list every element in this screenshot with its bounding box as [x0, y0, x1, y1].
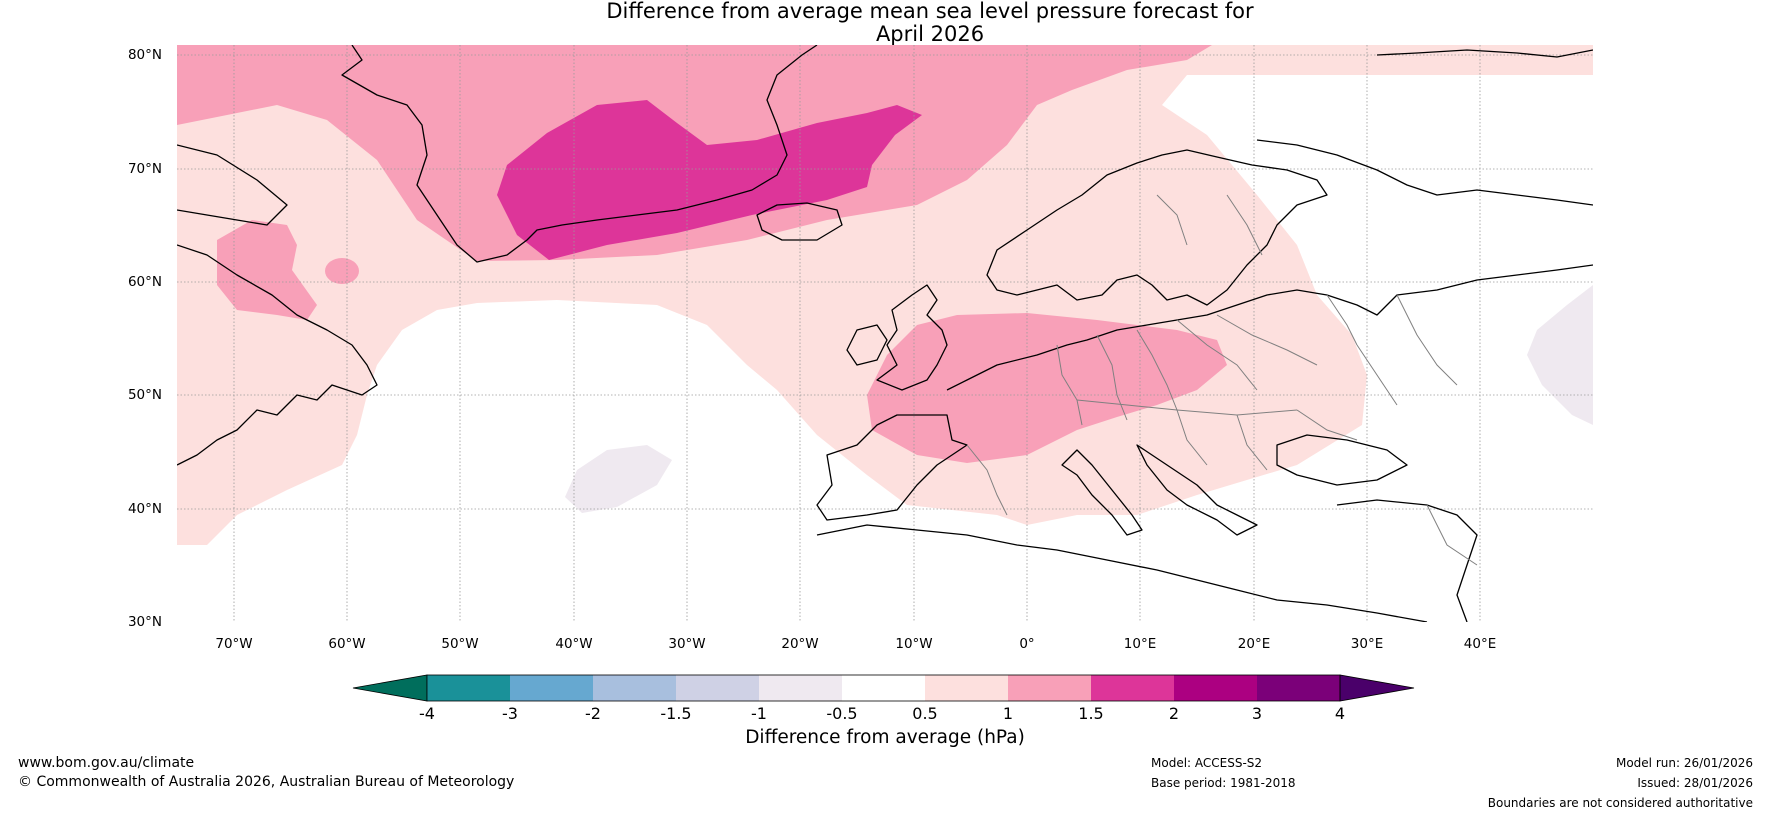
colorbar-tick: 0.5	[912, 704, 938, 723]
lon-label-20e: 20°E	[1237, 636, 1271, 652]
coast-greenland	[341, 45, 818, 263]
pressure-anomaly-map	[177, 45, 1593, 622]
lat-label-40n: 40°N	[127, 501, 162, 517]
lon-label-40e: 40°E	[1463, 636, 1497, 652]
lat-label-80n: 80°N	[127, 47, 162, 63]
lon-label-50w: 50°W	[441, 636, 479, 652]
lat-label-30n: 30°N	[127, 614, 162, 630]
colorbar-tick: -3	[502, 704, 518, 723]
colorbar-tick: 3	[1251, 704, 1263, 723]
coast-canada	[177, 144, 288, 226]
colorbar-extend-min	[352, 674, 428, 702]
model-run-date: Model run: 26/01/2026	[1615, 756, 1753, 770]
colorbar-tick: 1	[1002, 704, 1014, 723]
colorbar-outline	[426, 674, 1341, 702]
colorbar-tick: -2	[585, 704, 601, 723]
coast-europe	[946, 264, 1593, 391]
colorbar-bin	[676, 675, 759, 701]
colorbar	[352, 674, 1415, 702]
website-link[interactable]: www.bom.gov.au/climate	[18, 755, 195, 771]
coast-italy	[1061, 449, 1143, 536]
anomaly-region-magenta-core	[497, 100, 922, 260]
coast-east-med	[1336, 499, 1478, 622]
country-borders	[966, 194, 1478, 566]
colorbar-bin	[1091, 675, 1174, 701]
coast-north-africa	[816, 524, 1428, 622]
lat-label-50n: 50°N	[127, 387, 162, 403]
issued-date: Issued: 28/01/2026	[1637, 776, 1753, 790]
lat-label-60n: 60°N	[127, 274, 162, 290]
colorbar-bin	[842, 675, 925, 701]
coast-turkey-blacksea	[1276, 434, 1408, 486]
lon-label-30w: 30°W	[668, 636, 706, 652]
boundaries-disclaimer: Boundaries are not considered authoritat…	[1487, 796, 1753, 810]
lon-label-30e: 30°E	[1350, 636, 1384, 652]
colorbar-tick: -0.5	[826, 704, 858, 723]
lon-label-10w: 10°W	[895, 636, 933, 652]
title-line-1: Difference from average mean sea level p…	[606, 0, 1254, 23]
colorbar-bin	[593, 675, 676, 701]
anomaly-region-pink-britain	[867, 313, 1227, 463]
model-name: Model: ACCESS-S2	[1151, 756, 1263, 770]
colorbar-label: Difference from average (hPa)	[745, 727, 1025, 748]
chart-title: Difference from average mean sea level p…	[0, 0, 1770, 46]
anomaly-region-pink-small	[325, 258, 359, 284]
lon-label-70w: 70°W	[215, 636, 253, 652]
lon-label-60w: 60°W	[328, 636, 366, 652]
anomaly-region-lavender-atlantic	[565, 445, 672, 513]
lon-label-0: 0°	[1019, 636, 1035, 652]
coast-balkans	[1136, 444, 1258, 536]
colorbar-bin	[1257, 675, 1340, 701]
colorbar-bin	[1174, 675, 1257, 701]
coast-ireland	[846, 324, 888, 366]
coast-great-britain	[876, 284, 948, 391]
colorbar-bin	[925, 675, 1008, 701]
coast-svalbard	[1376, 49, 1593, 58]
lat-label-70n: 70°N	[127, 161, 162, 177]
colorbar-bin	[759, 675, 842, 701]
anomaly-region-lavender-russia	[1527, 285, 1593, 425]
lon-label-20w: 20°W	[781, 636, 819, 652]
base-period: Base period: 1981-2018	[1151, 776, 1296, 790]
coast-iberia	[816, 414, 968, 521]
coastlines	[177, 45, 1593, 622]
colorbar-bins	[352, 674, 1415, 702]
colorbar-tick: -1	[751, 704, 767, 723]
colorbar-tick: 4	[1334, 704, 1346, 723]
colorbar-tick: -1.5	[660, 704, 692, 723]
lon-label-40w: 40°W	[555, 636, 593, 652]
title-line-2: April 2026	[875, 22, 985, 46]
coast-labrador	[177, 244, 378, 466]
colorbar-extend-max	[1339, 674, 1415, 702]
colorbar-tick: -4	[419, 704, 435, 723]
colorbar-tick: 1.5	[1078, 704, 1104, 723]
colorbar-tick: 2	[1168, 704, 1180, 723]
copyright-text: © Commonwealth of Australia 2026, Austra…	[18, 774, 515, 790]
colorbar-bin	[510, 675, 593, 701]
coast-iceland	[756, 202, 843, 241]
anomaly-region-pink-labrador	[217, 220, 317, 320]
coast-russia-north	[1256, 139, 1593, 206]
colorbar-bin	[427, 675, 510, 701]
coast-scandinavia	[986, 149, 1328, 306]
colorbar-bin	[1008, 675, 1091, 701]
lon-label-10e: 10°E	[1123, 636, 1157, 652]
